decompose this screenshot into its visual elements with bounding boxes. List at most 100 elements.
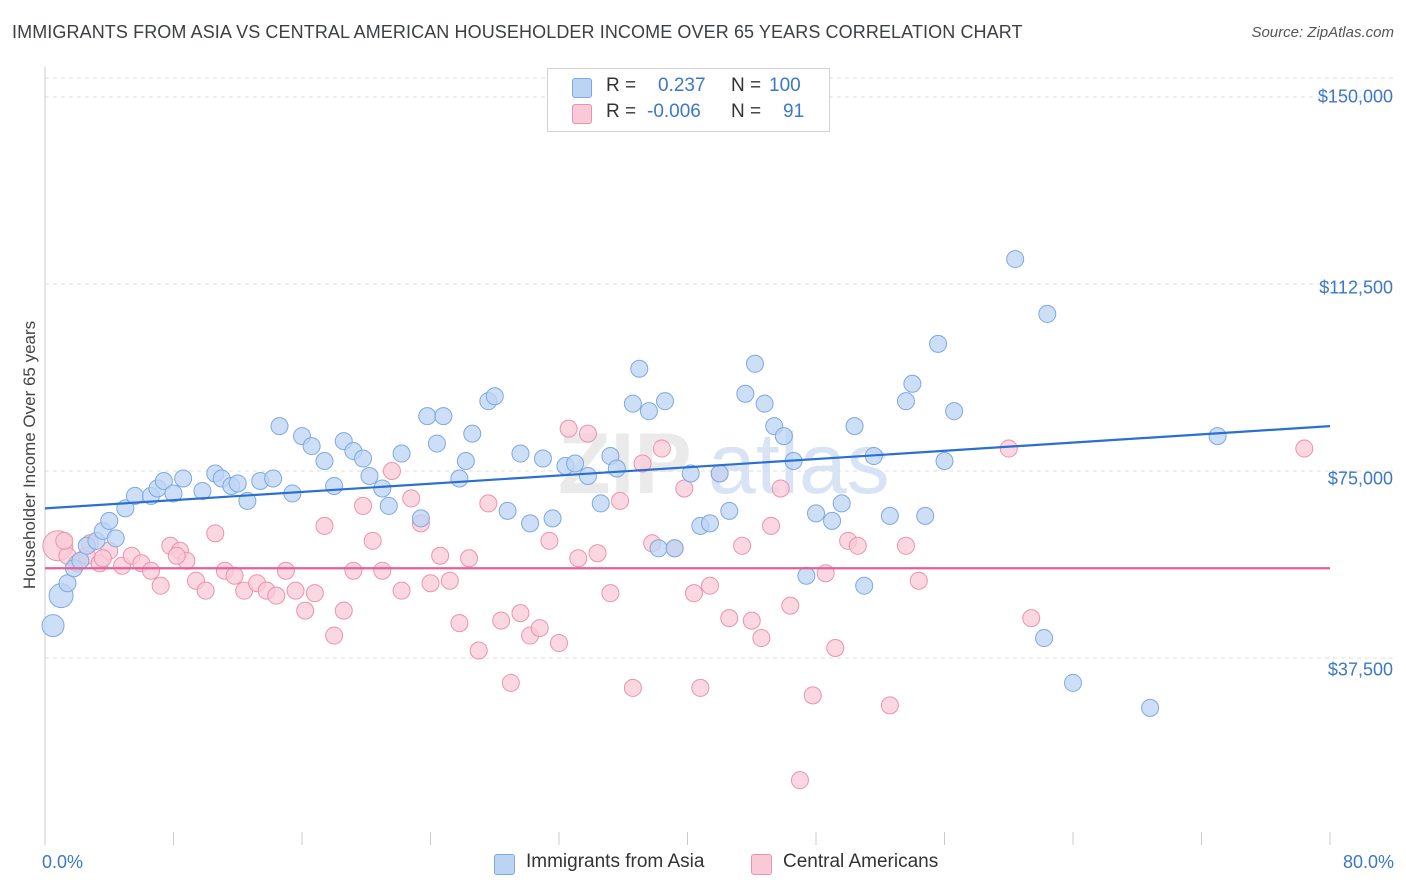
asia-point	[578, 466, 597, 485]
central-point	[492, 611, 511, 630]
correlation-legend: R = 0.237 N = 100 R = -0.006 N = 91	[547, 68, 830, 132]
central-point	[569, 549, 588, 568]
central-point	[781, 596, 800, 615]
central-point	[880, 696, 899, 715]
central-point	[373, 561, 392, 580]
legend-row-asia: R = 0.237 N = 100	[548, 74, 829, 100]
central-point	[501, 673, 520, 692]
central-point	[479, 494, 498, 513]
asia-point	[607, 459, 626, 478]
asia-point	[935, 452, 954, 471]
central-point	[611, 491, 630, 510]
asia-point	[360, 466, 379, 485]
central-point	[469, 641, 488, 660]
asia-point	[797, 566, 816, 585]
central-point	[55, 531, 74, 550]
asia-point	[164, 484, 183, 503]
central-point	[896, 536, 915, 555]
asia-point	[1006, 250, 1025, 269]
central-point	[421, 574, 440, 593]
central-point	[511, 604, 530, 623]
asia-point	[929, 334, 948, 353]
asia-point	[623, 394, 642, 413]
asia-point	[681, 464, 700, 483]
central-point	[460, 549, 479, 568]
central-point	[675, 479, 694, 498]
bottom-legend-central: Central Americans	[783, 851, 939, 872]
central-point	[142, 561, 161, 580]
asia-point	[418, 407, 437, 426]
central-point	[559, 419, 578, 438]
x-tick-label-max: 80.0%	[1342, 852, 1394, 872]
central-point	[325, 626, 344, 645]
asia-point	[392, 444, 411, 463]
asia-point	[807, 504, 825, 523]
central-point	[790, 771, 809, 790]
asia-point	[1035, 629, 1054, 648]
central-point	[296, 601, 315, 620]
legend-r-label: R =	[606, 75, 637, 96]
asia-point	[543, 509, 562, 528]
asia-point	[720, 501, 739, 520]
legend-row-central: R = -0.006 N = 91	[548, 100, 829, 126]
asia-point	[411, 509, 430, 528]
y-tick-label: $37,500	[1327, 659, 1393, 680]
asia-point	[264, 469, 283, 488]
asia-point	[832, 494, 851, 513]
asia-point	[700, 514, 719, 533]
central-point	[334, 601, 353, 620]
chart-title: IMMIGRANTS FROM ASIA VS CENTRAL AMERICAN…	[12, 22, 1023, 42]
legend-swatch-blue	[572, 78, 592, 98]
central-point	[999, 439, 1018, 458]
central-point	[742, 611, 761, 630]
central-point	[196, 581, 215, 600]
central-point	[1295, 439, 1314, 458]
asia-point	[434, 407, 453, 426]
central-point	[225, 566, 244, 585]
asia-point	[1064, 673, 1082, 692]
asia-point	[41, 614, 65, 638]
asia-point	[566, 454, 585, 473]
asia-point	[521, 514, 540, 533]
asia-point	[511, 444, 530, 463]
legend-n-label: N =	[731, 75, 762, 96]
central-point	[720, 609, 739, 628]
asia-point	[649, 539, 668, 558]
asia-point	[228, 474, 247, 493]
source-label: Source: ZipAtlas.com	[1251, 24, 1394, 41]
x-tick-label-min: 0.0%	[42, 852, 84, 872]
central-point	[540, 531, 559, 550]
central-point	[700, 576, 719, 595]
central-point	[354, 496, 373, 515]
central-point	[588, 544, 607, 563]
central-point	[601, 584, 620, 603]
asia-point	[855, 576, 874, 595]
legend-swatch-pink	[572, 104, 592, 124]
central-point	[684, 584, 703, 603]
asia-point	[302, 437, 321, 456]
central-point	[803, 686, 822, 705]
y-tick-label: $150,000	[1317, 86, 1393, 107]
bottom-legend-swatch-central	[751, 854, 772, 875]
legend-n-value: 100	[769, 75, 801, 96]
y-tick-label: $75,000	[1327, 468, 1393, 489]
asia-point	[100, 511, 119, 530]
asia-point	[1141, 698, 1160, 717]
central-point	[733, 536, 752, 555]
asia-point	[736, 384, 755, 403]
asia-point	[456, 452, 475, 471]
central-point	[305, 584, 324, 603]
central-point	[151, 576, 170, 595]
asia-point	[639, 402, 658, 421]
y-axis-label: Householder Income Over 65 years	[20, 320, 39, 590]
legend-n-label: N =	[731, 101, 762, 122]
asia-point	[373, 479, 392, 498]
central-point	[440, 571, 459, 590]
central-point	[431, 546, 450, 565]
central-point	[93, 549, 112, 568]
asia-point	[154, 471, 173, 490]
central-point	[402, 489, 421, 508]
y-tick-label: $112,500	[1319, 277, 1393, 298]
asia-point	[427, 434, 446, 453]
